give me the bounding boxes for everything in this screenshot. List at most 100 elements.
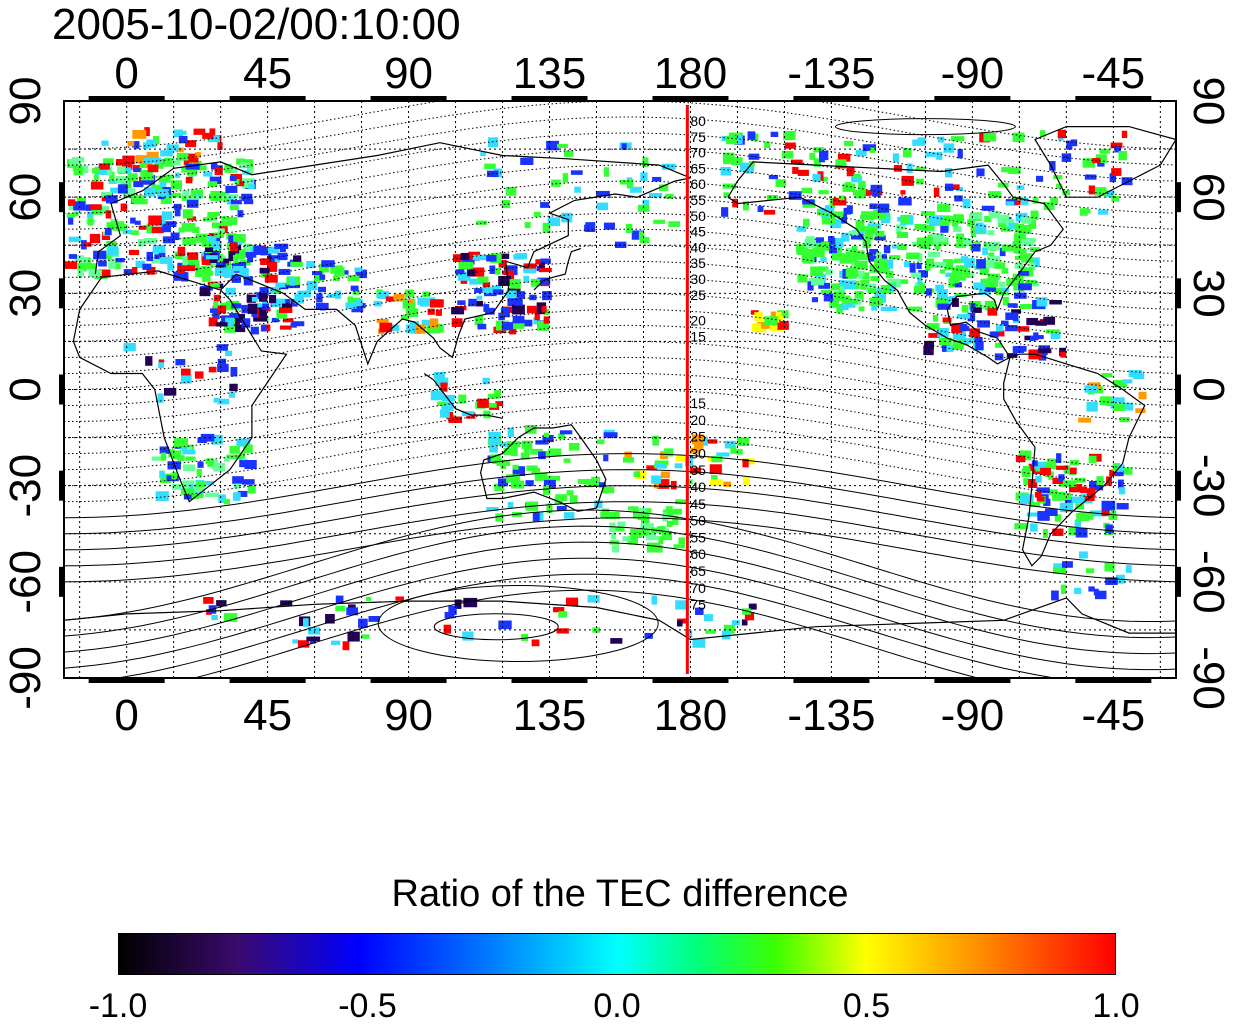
tec-patch-785 bbox=[543, 432, 550, 438]
tec-patch-433 bbox=[352, 290, 360, 295]
tec-patch-1035 bbox=[1019, 251, 1026, 260]
tec-patch-282 bbox=[217, 142, 223, 151]
tec-patch-1312 bbox=[1006, 201, 1015, 206]
tec-patch-101 bbox=[89, 233, 101, 244]
tec-patch-1009 bbox=[964, 268, 971, 278]
tec-patch-206 bbox=[230, 205, 239, 211]
contour-31 bbox=[64, 116, 1176, 182]
tec-patch-1088 bbox=[954, 293, 967, 298]
tec-patch-1058 bbox=[815, 237, 824, 243]
tec-patch-25 bbox=[160, 197, 172, 205]
tec-patch-907 bbox=[955, 265, 969, 275]
tec-patch-1398 bbox=[1023, 478, 1029, 485]
tec-patch-697 bbox=[171, 472, 177, 480]
tec-patch-363 bbox=[276, 309, 288, 319]
tec-patch-728 bbox=[547, 475, 560, 481]
tec-patch-1237 bbox=[1110, 142, 1123, 149]
tec-patch-858 bbox=[637, 510, 649, 521]
tec-patch-1132 bbox=[797, 274, 808, 283]
tec-patch-577 bbox=[631, 230, 645, 240]
tec-patch-909 bbox=[845, 247, 852, 253]
tec-patch-1091 bbox=[823, 293, 834, 302]
tec-patch-1131 bbox=[906, 252, 920, 260]
tec-patch-1017 bbox=[818, 266, 829, 272]
tec-patch-1516 bbox=[764, 316, 779, 326]
tec-patch-661 bbox=[183, 464, 196, 472]
tec-patch-389 bbox=[224, 326, 236, 333]
tec-patch-186 bbox=[135, 198, 148, 205]
tec-patch-1241 bbox=[1049, 161, 1056, 171]
coastline-2 bbox=[220, 177, 691, 366]
tec-patch-682 bbox=[204, 492, 219, 498]
tec-patch-1393 bbox=[977, 320, 990, 328]
top-lon-label-2: 90 bbox=[384, 49, 433, 98]
tec-patch-1214 bbox=[763, 209, 776, 215]
tec-patch-1564 bbox=[731, 620, 740, 626]
tec-patch-1503 bbox=[1119, 417, 1130, 423]
tec-patch-1 bbox=[186, 252, 199, 262]
tec-patch-233 bbox=[139, 162, 152, 169]
tec-patch-1151 bbox=[851, 299, 858, 304]
tec-patch-1210 bbox=[1008, 167, 1021, 175]
tec-patch-516 bbox=[533, 317, 540, 325]
tec-patch-1307 bbox=[915, 178, 924, 185]
tec-patch-241 bbox=[185, 176, 193, 184]
tec-patch-105 bbox=[68, 236, 82, 243]
tec-patch-1341 bbox=[969, 328, 981, 338]
tec-patch-271 bbox=[98, 163, 110, 170]
tec-patch-1120 bbox=[988, 211, 1001, 219]
tec-patch-336 bbox=[260, 246, 272, 256]
tec-patch-1446 bbox=[1036, 496, 1045, 502]
tec-patch-555 bbox=[465, 262, 474, 269]
tec-patch-391 bbox=[239, 250, 246, 259]
right-tick-bar-5 bbox=[1176, 566, 1181, 597]
tec-patch-1111 bbox=[925, 288, 932, 296]
tec-patch-611 bbox=[524, 222, 531, 229]
bottom-lon-label-1: 45 bbox=[243, 691, 292, 740]
tec-patch-1504 bbox=[1135, 408, 1146, 414]
contour-12 bbox=[64, 421, 1176, 487]
tec-patch-1160 bbox=[848, 230, 859, 236]
tec-patch-1585 bbox=[1104, 562, 1115, 572]
tec-patch-29 bbox=[164, 157, 174, 167]
tec-patch-66 bbox=[186, 216, 197, 221]
tec-patch-1347 bbox=[951, 323, 963, 334]
tec-patch-1165 bbox=[1001, 288, 1009, 293]
tec-patch-386 bbox=[278, 268, 291, 275]
tec-patch-1025 bbox=[829, 298, 839, 308]
tec-patch-1057 bbox=[1012, 303, 1018, 308]
colorbar-tick-label: 0.0 bbox=[593, 987, 641, 1025]
tec-patch-604 bbox=[642, 157, 649, 168]
tec-patch-169 bbox=[90, 181, 104, 190]
tec-patch-1275 bbox=[743, 201, 749, 211]
tec-patch-1298 bbox=[732, 198, 739, 208]
tec-patch-1589 bbox=[1060, 584, 1067, 594]
tec-patch-618 bbox=[585, 222, 596, 232]
tec-patch-1424 bbox=[1118, 487, 1126, 495]
tec-patch-348 bbox=[223, 268, 235, 278]
tec-patch-191 bbox=[186, 199, 199, 208]
tec-patch-40 bbox=[170, 232, 180, 241]
tec-patch-48 bbox=[115, 176, 130, 184]
tec-patch-1572 bbox=[342, 641, 350, 651]
tec-patch-774 bbox=[566, 490, 574, 496]
top-lon-label-3: 135 bbox=[513, 49, 586, 98]
tec-patch-298 bbox=[214, 167, 223, 176]
tec-patch-520 bbox=[485, 307, 495, 315]
tec-patch-1413 bbox=[1123, 467, 1133, 475]
tec-patch-1417 bbox=[1044, 461, 1057, 470]
tec-patch-1013 bbox=[979, 265, 989, 276]
tec-patch-1249 bbox=[722, 158, 737, 165]
tec-patch-193 bbox=[230, 200, 242, 205]
tec-patch-687 bbox=[223, 498, 230, 505]
tec-patch-269 bbox=[193, 165, 207, 171]
tec-patch-508 bbox=[457, 300, 466, 305]
tec-patch-175 bbox=[98, 260, 107, 267]
tec-patch-1379 bbox=[1033, 332, 1039, 341]
tec-patch-471 bbox=[402, 298, 416, 309]
tec-patch-1484 bbox=[1015, 455, 1026, 463]
tec-patch-1003 bbox=[936, 289, 948, 298]
tec-patch-396 bbox=[277, 252, 288, 261]
tec-patch-557 bbox=[455, 269, 465, 275]
tec-patch-1036 bbox=[843, 280, 857, 290]
